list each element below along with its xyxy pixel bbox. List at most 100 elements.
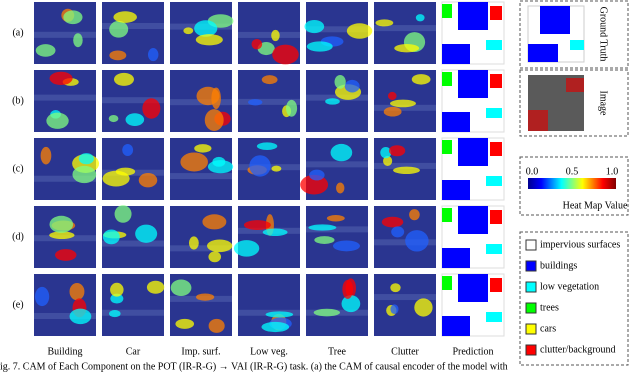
prediction-tree [442,72,452,86]
heatmap-blob [342,279,354,299]
heatmap-blob [122,143,134,157]
colorbar-tick: 0.0 [526,166,539,177]
heatmap-cell [374,2,436,64]
prediction-clutter [490,142,502,156]
heatmap-blob [109,50,127,61]
heatmap-blob [308,224,337,231]
heatmap-blob [73,33,83,48]
heatmap-blob [332,240,360,252]
prediction-veg [486,176,502,186]
heatmap-blob [109,310,121,318]
prediction-building [442,44,470,64]
heatmap-blob [113,72,134,86]
heatmap-blob [110,293,124,304]
ground-truth-label: Ground Truth [598,7,609,62]
prediction-building [442,248,470,268]
heatmap-blob [49,71,73,85]
heatmap-blob [326,215,345,222]
column-label: Low veg. [250,346,288,357]
prediction-building [458,138,488,166]
heatmap-blob [248,99,263,106]
heatmap-blob [63,10,83,25]
prediction-tree [442,276,452,290]
heatmap-street [238,31,300,38]
column-label: Prediction [452,346,493,357]
heatmap-blob [49,215,74,233]
prediction-building [442,316,470,336]
heatmap-blob [72,165,97,184]
heatmap-street [374,294,436,301]
legend-swatch [525,323,537,335]
heatmap-blob [265,311,294,318]
heatmap-blob [411,74,431,85]
heatmap-blob [196,86,220,106]
heatmap-street [34,175,96,182]
heatmap-street [238,98,300,105]
heatmap-blob [334,75,346,89]
heatmap-street [170,245,232,252]
heatmap-blob [325,98,340,105]
prediction-building [458,206,488,234]
heatmap-blob [256,142,278,150]
heatmap-blob [208,251,222,263]
heatmap-blob [196,293,215,301]
heatmap-blob [271,29,280,42]
prediction-clutter [490,278,502,292]
prediction-clutter [490,210,502,224]
heatmap-blob [113,11,137,23]
heatmap-blob [261,75,278,85]
heatmap-blob [40,146,52,165]
prediction-building [458,70,488,98]
heatmap-blob [346,23,373,39]
heatmap-street [306,226,368,233]
heatmap-street [374,239,436,246]
legend-label: buildings [540,260,577,271]
heatmap-street [34,31,96,38]
ground-truth-box [519,0,629,69]
prediction-clutter [490,6,502,20]
prediction-tree [442,208,452,222]
heatmap-blob [243,220,271,230]
column-label: Clutter [391,346,419,357]
heatmap-blob [272,44,299,65]
heatmap-blob [304,20,325,34]
row-label: (e) [12,299,23,310]
heatmap-blob [138,172,158,188]
prediction-building [458,274,488,302]
heatmap-blob [389,99,416,108]
heatmap-blob [336,182,345,194]
heatmap-blob [147,48,159,62]
prediction-building [442,112,470,132]
aerial-red [566,78,584,92]
row-label: (c) [12,163,23,174]
legend-label: clutter/background [540,344,616,355]
heatmap-blob [381,216,404,228]
column-label: Building [47,346,82,357]
heatmap-blob [314,236,335,244]
heatmap-blob [249,155,271,177]
prediction-veg [486,312,502,322]
heatmap-blob [262,228,288,236]
heatmap-blob [114,205,132,223]
legend-label: low vegetation [540,281,599,292]
heatmap-blob [394,44,420,53]
aerial-red [528,110,548,131]
heatmap-blob [142,98,161,119]
heatmap-blob [390,283,401,293]
heatmap-blob [125,113,145,127]
colorbar-box [519,156,629,216]
heatmap-blob [313,308,341,317]
colorbar-tick: 0.5 [566,166,579,177]
heatmap-cell [170,206,232,268]
heatmap-street [374,162,436,169]
heatmap-blob [383,106,402,117]
heatmap-blob [414,298,433,317]
heatmap-cell [102,138,164,200]
prediction-veg [486,108,502,118]
heatmap-blob [233,240,260,257]
prediction-building [458,2,488,30]
heatmap-street [34,312,96,319]
heatmap-street [374,25,436,32]
